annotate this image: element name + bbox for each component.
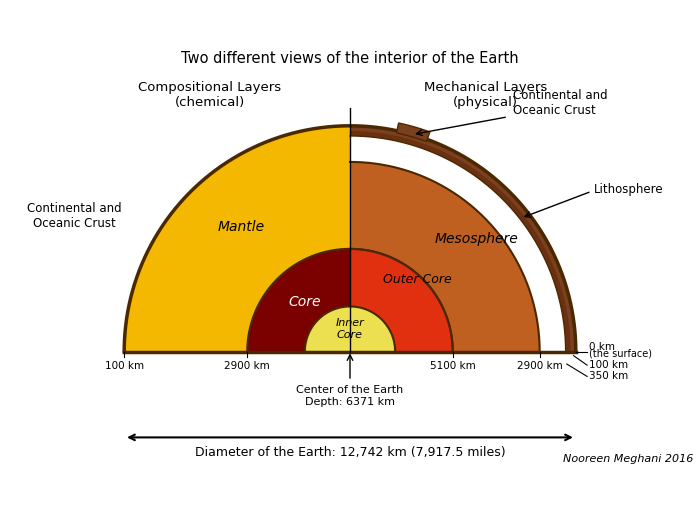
Text: Continental and
Oceanic Crust: Continental and Oceanic Crust [512, 89, 607, 117]
Text: 5100 km: 5100 km [430, 361, 475, 371]
Text: Two different views of the interior of the Earth: Two different views of the interior of t… [181, 51, 519, 66]
Text: Outer Core: Outer Core [384, 273, 452, 286]
Text: Lithosphere: Lithosphere [594, 183, 664, 195]
Polygon shape [396, 123, 430, 142]
Wedge shape [350, 249, 453, 352]
Text: (the surface): (the surface) [589, 349, 652, 359]
Text: Core: Core [288, 295, 321, 309]
Text: Continental and
Oceanic Crust: Continental and Oceanic Crust [27, 202, 122, 230]
Wedge shape [350, 162, 540, 352]
Text: Inner
Core: Inner Core [335, 318, 365, 340]
Text: Mantle: Mantle [218, 220, 265, 235]
Wedge shape [124, 126, 350, 352]
Text: 0 km: 0 km [589, 342, 615, 352]
Text: Center of the Earth
Depth: 6371 km: Center of the Earth Depth: 6371 km [296, 385, 404, 407]
Text: 2900 km: 2900 km [517, 361, 563, 371]
Text: 100 km: 100 km [104, 361, 144, 371]
Text: 350 km: 350 km [589, 372, 629, 381]
Text: 100 km: 100 km [589, 360, 629, 370]
Text: Compositional Layers
(chemical): Compositional Layers (chemical) [139, 80, 281, 108]
Text: Diameter of the Earth: 12,742 km (7,917.5 miles): Diameter of the Earth: 12,742 km (7,917.… [195, 446, 505, 460]
Text: Mesosphere: Mesosphere [435, 232, 518, 246]
Wedge shape [350, 126, 576, 352]
Text: 2900 km: 2900 km [225, 361, 270, 371]
Wedge shape [304, 306, 395, 352]
Wedge shape [247, 249, 350, 352]
Text: Mechanical Layers
(physical): Mechanical Layers (physical) [424, 80, 547, 108]
Text: Nooreen Meghani 2016: Nooreen Meghani 2016 [563, 455, 693, 465]
Wedge shape [350, 126, 576, 352]
